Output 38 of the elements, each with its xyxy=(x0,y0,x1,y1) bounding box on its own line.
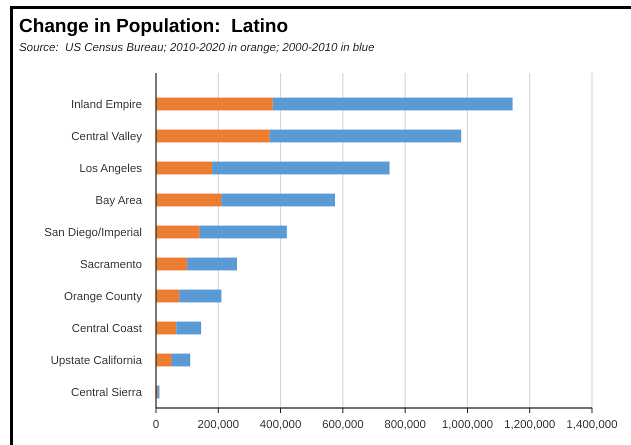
bar xyxy=(200,226,287,238)
bar xyxy=(270,130,462,142)
chart-title: Change in Population: Latino xyxy=(19,16,288,37)
x-tick-label: 200,000 xyxy=(197,419,240,431)
bar xyxy=(221,194,336,206)
y-tick-label: Bay Area xyxy=(95,195,143,208)
bar xyxy=(156,258,188,270)
y-tick-label: Inland Empire xyxy=(71,99,142,112)
y-tick-label: San Diego/Imperial xyxy=(44,227,142,240)
y-tick-label: Central Sierra xyxy=(71,387,143,400)
chart-subtitle: Source: US Census Bureau; 2010-2020 in orange; 2000-2010 in blue xyxy=(19,42,374,54)
y-tick-label: Upstate California xyxy=(50,355,143,368)
x-tick-label: 0 xyxy=(152,419,160,431)
bar xyxy=(156,322,176,334)
x-tick-label: 1,000,000 xyxy=(442,419,494,431)
y-tick-label: Orange County xyxy=(64,291,142,304)
x-tick-label: 600,000 xyxy=(322,419,364,431)
bar xyxy=(156,194,222,206)
bar xyxy=(179,290,222,302)
bar xyxy=(156,226,200,238)
bar xyxy=(272,98,513,110)
y-tick-label: Los Angeles xyxy=(79,163,142,176)
x-tick-label: 1,200,000 xyxy=(504,419,556,431)
bar xyxy=(156,354,172,366)
x-tick-label: 1,400,000 xyxy=(566,419,618,431)
bar xyxy=(187,258,237,270)
bar xyxy=(176,322,202,334)
y-tick-label: Central Coast xyxy=(72,323,143,336)
bar xyxy=(156,98,273,110)
x-tick-label: 800,000 xyxy=(384,419,426,431)
y-tick-label: Central Valley xyxy=(71,131,142,144)
bar xyxy=(156,162,212,174)
bar xyxy=(172,354,190,366)
y-tick-label: Sacramento xyxy=(80,259,142,272)
bar xyxy=(156,130,270,142)
bar xyxy=(212,162,390,174)
bar xyxy=(156,290,180,302)
x-tick-label: 400,000 xyxy=(260,419,302,431)
